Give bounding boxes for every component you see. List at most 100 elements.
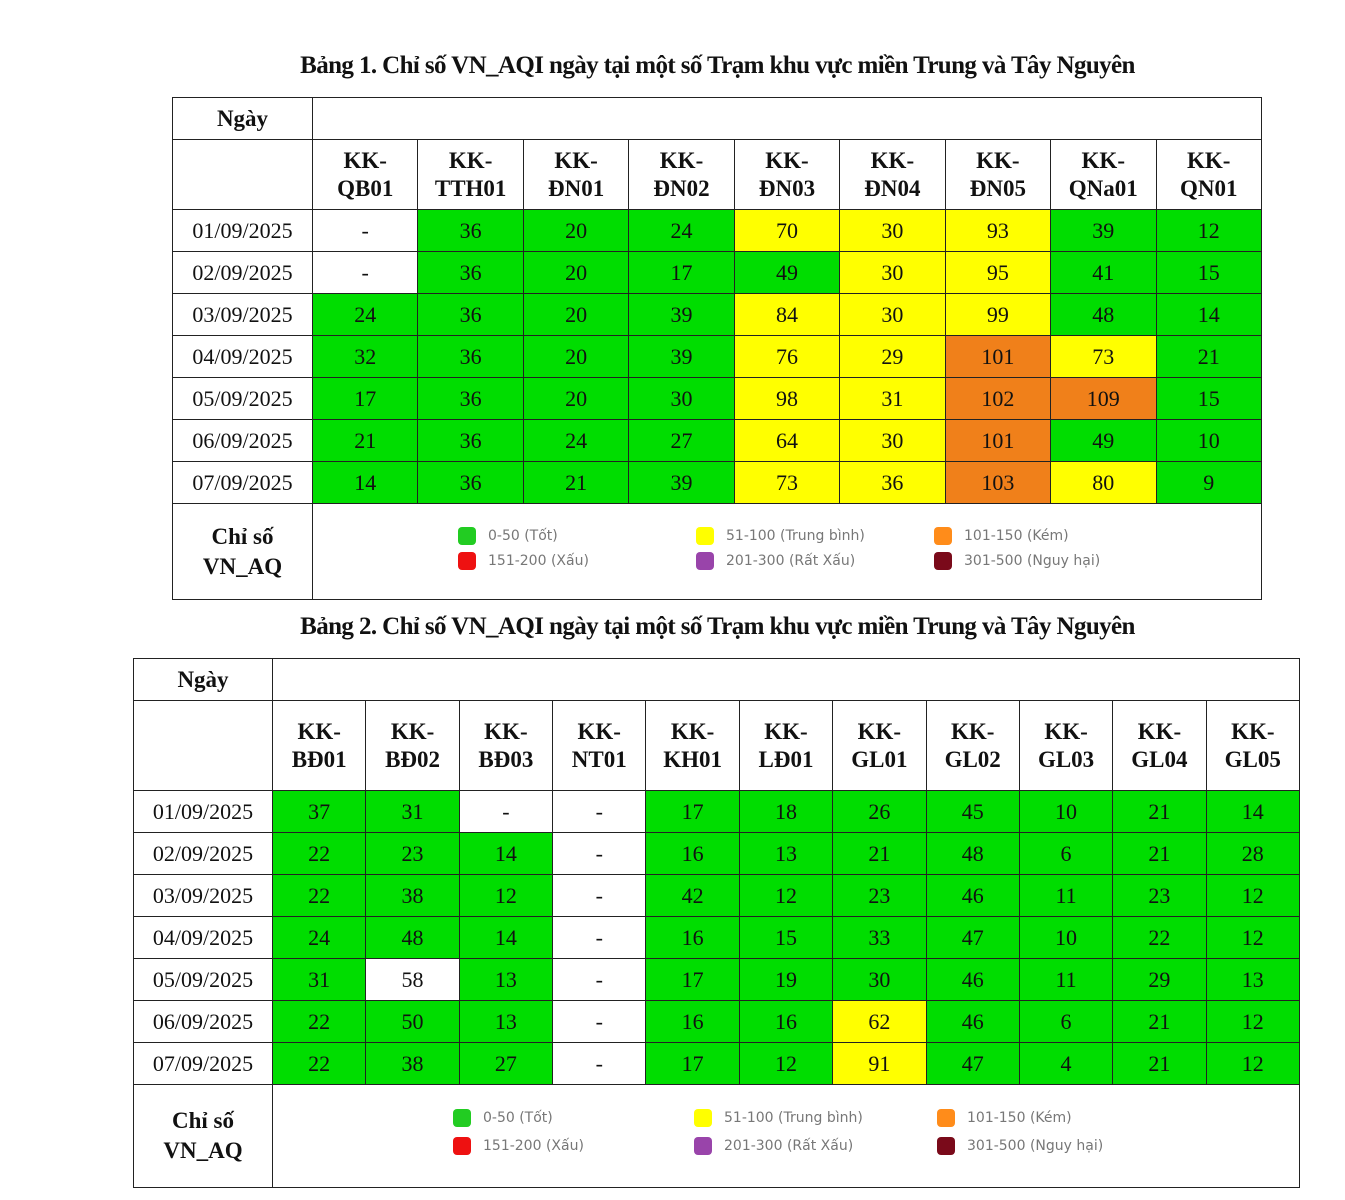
aqi-cell: 4: [1018, 1042, 1114, 1085]
aqi-cell: 37: [271, 790, 367, 833]
legend-swatch-icon: [453, 1109, 471, 1127]
legend-item: 301-500 (Nguy hại): [934, 552, 1100, 570]
aqi-cell: 76: [733, 335, 841, 378]
station-code: QNa01: [1068, 175, 1138, 201]
station-header: KK- BĐ03: [458, 700, 554, 791]
aqi-cell: 36: [417, 419, 524, 462]
station-header: KK- QNa01: [1050, 139, 1157, 210]
legend-swatch-icon: [937, 1109, 955, 1127]
station-header: KK- KH01: [645, 700, 740, 791]
station-prefix: KK-: [870, 147, 915, 173]
station-header: KK- QN01: [1155, 139, 1262, 210]
aqi-cell: 12: [738, 1042, 834, 1085]
header-blank: [172, 139, 313, 210]
station-prefix: KK-: [1081, 147, 1125, 173]
aqi-cell: 32: [311, 335, 419, 378]
legend-label-line: VN_AQ: [163, 1138, 243, 1163]
aqi-cell: 46: [925, 1000, 1020, 1043]
aqi-cell: 46: [925, 874, 1020, 917]
station-prefix: KK-: [670, 718, 715, 744]
aqi-cell: 30: [839, 419, 946, 462]
legend-item: 201-300 (Rất Xấu): [696, 552, 855, 570]
aqi-cell: 22: [271, 1042, 367, 1085]
station-header: KK- BĐ01: [271, 700, 367, 791]
aqi-cell: 20: [522, 335, 630, 378]
legend-swatch-icon: [934, 527, 952, 545]
aqi-cell: 64: [733, 419, 841, 462]
aqi-cell: 99: [944, 293, 1052, 336]
aqi-cell: -: [552, 958, 647, 1001]
aqi-cell: 6: [1018, 1000, 1114, 1043]
legend-item: 51-100 (Trung bình): [696, 527, 865, 545]
aqi-cell: 84: [733, 293, 841, 336]
legend-item-label: 0-50 (Tốt): [483, 1110, 553, 1126]
legend-item-label: 101-150 (Kém): [964, 528, 1069, 544]
aqi-cell: 15: [1155, 377, 1262, 420]
table-row: 06/09/2025 21 36 24 27 64 30 101 49 10: [172, 419, 1262, 462]
date-header: Ngày: [172, 97, 313, 140]
aqi-cell: -: [552, 874, 647, 917]
legend-swatch-icon: [458, 552, 476, 570]
table-row: 01/09/2025 37 31- -17 18 26 45 10 21 14: [133, 790, 1301, 833]
legend-item-label: 101-150 (Kém): [967, 1110, 1072, 1126]
aqi-cell: 49: [733, 251, 841, 294]
station-header: KK- GL01: [832, 700, 927, 791]
aqi-cell: 6: [1018, 832, 1114, 875]
aqi-cell: 14: [1155, 293, 1262, 336]
aqi-cell: 101: [944, 419, 1052, 462]
aqi-cell: -: [552, 1000, 647, 1043]
station-prefix: KK-: [448, 147, 493, 173]
aqi-cell: 14: [311, 461, 419, 504]
aqi-legend: 0-50 (Tốt) 51-100 (Trung bình) 101-150 (Ké…: [273, 1085, 1299, 1187]
aqi-cell: 13: [1205, 958, 1301, 1001]
aqi-cell: 27: [628, 419, 735, 462]
aqi-cell: 39: [628, 293, 735, 336]
station-header: KK- GL03: [1018, 700, 1114, 791]
aqi-cell: -: [552, 790, 647, 833]
station-header: KK- ĐN03: [733, 139, 841, 210]
aqi-legend: 0-50 (Tốt) 51-100 (Trung bình) 101-150 (Ké…: [313, 504, 1261, 599]
aqi-cell: 38: [365, 1042, 460, 1085]
table-row: 07/09/2025 14 36 21 39 73 36 103 80 9: [172, 461, 1262, 504]
station-prefix: KK-: [554, 147, 598, 173]
aqi-cell: 9: [1155, 461, 1262, 504]
aqi-cell: 12: [1205, 1042, 1301, 1085]
aqi-cell: 17: [645, 1042, 740, 1085]
aqi-cell: 29: [839, 335, 946, 378]
date-cell: 04/09/2025: [133, 916, 273, 959]
station-prefix: KK-: [764, 718, 808, 744]
aqi-cell: 14: [1205, 790, 1301, 833]
aqi-cell: 24: [271, 916, 367, 959]
aqi-cell: 12: [1205, 916, 1301, 959]
aqi-cell: 11: [1018, 958, 1114, 1001]
table1-title: Bảng 1. Chỉ số VN_AQI ngày tại một số Tr…: [300, 52, 1135, 79]
aqi-cell: 12: [1205, 874, 1301, 917]
aqi-cell: 48: [1050, 293, 1157, 336]
aqi-cell: 27: [458, 1042, 554, 1085]
station-header: KK- NT01: [552, 700, 647, 791]
table-row: 04/09/2025 32 36 20 39 76 29 101 73 21: [172, 335, 1262, 378]
aqi-cell: 15: [1155, 251, 1262, 294]
station-header: KK- GL04: [1112, 700, 1207, 791]
legend-item: 0-50 (Tốt): [453, 1109, 553, 1127]
legend-item: 151-200 (Xấu): [458, 552, 589, 570]
aqi-table-2: Ngày KK- BĐ01 KK- BĐ02 KK- BĐ03 KK- NT01 KK- KH01 K…: [133, 658, 1301, 1188]
aqi-cell: 22: [271, 832, 367, 875]
aqi-cell: 30: [832, 958, 927, 1001]
station-header: KK- BĐ02: [365, 700, 460, 791]
aqi-cell: 24: [628, 209, 735, 252]
aqi-cell: 39: [628, 335, 735, 378]
date-cell: 07/09/2025: [172, 461, 313, 504]
station-header: KK- QB01: [311, 139, 419, 210]
legend-item-label: 0-50 (Tốt): [488, 528, 558, 544]
aqi-cell: -: [552, 1042, 647, 1085]
table-row: 04/09/2025 24 48 14-16 15 33 47 10 22 12: [133, 916, 1301, 959]
station-header: KK- GL05: [1205, 700, 1301, 791]
aqi-cell: 36: [417, 461, 524, 504]
aqi-cell: 22: [271, 874, 367, 917]
aqi-cell: 70: [733, 209, 841, 252]
aqi-cell: 22: [1112, 916, 1207, 959]
station-code: BĐ03: [478, 746, 534, 772]
station-code: NT01: [571, 746, 627, 772]
aqi-cell: 22: [271, 1000, 367, 1043]
